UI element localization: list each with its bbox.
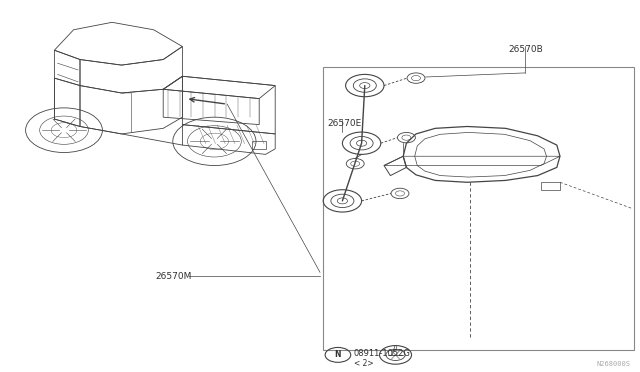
Text: 08911-1052G: 08911-1052G [354, 349, 411, 358]
Text: 26570E: 26570E [328, 119, 362, 128]
Text: N: N [335, 350, 341, 359]
Text: < 2>: < 2> [354, 359, 374, 368]
Text: N268000S: N268000S [596, 361, 630, 367]
Bar [323, 67, 634, 350]
Bar [252, 141, 266, 149]
Text: 26570B: 26570B [509, 45, 543, 54]
Text: 26570M: 26570M [156, 272, 192, 280]
